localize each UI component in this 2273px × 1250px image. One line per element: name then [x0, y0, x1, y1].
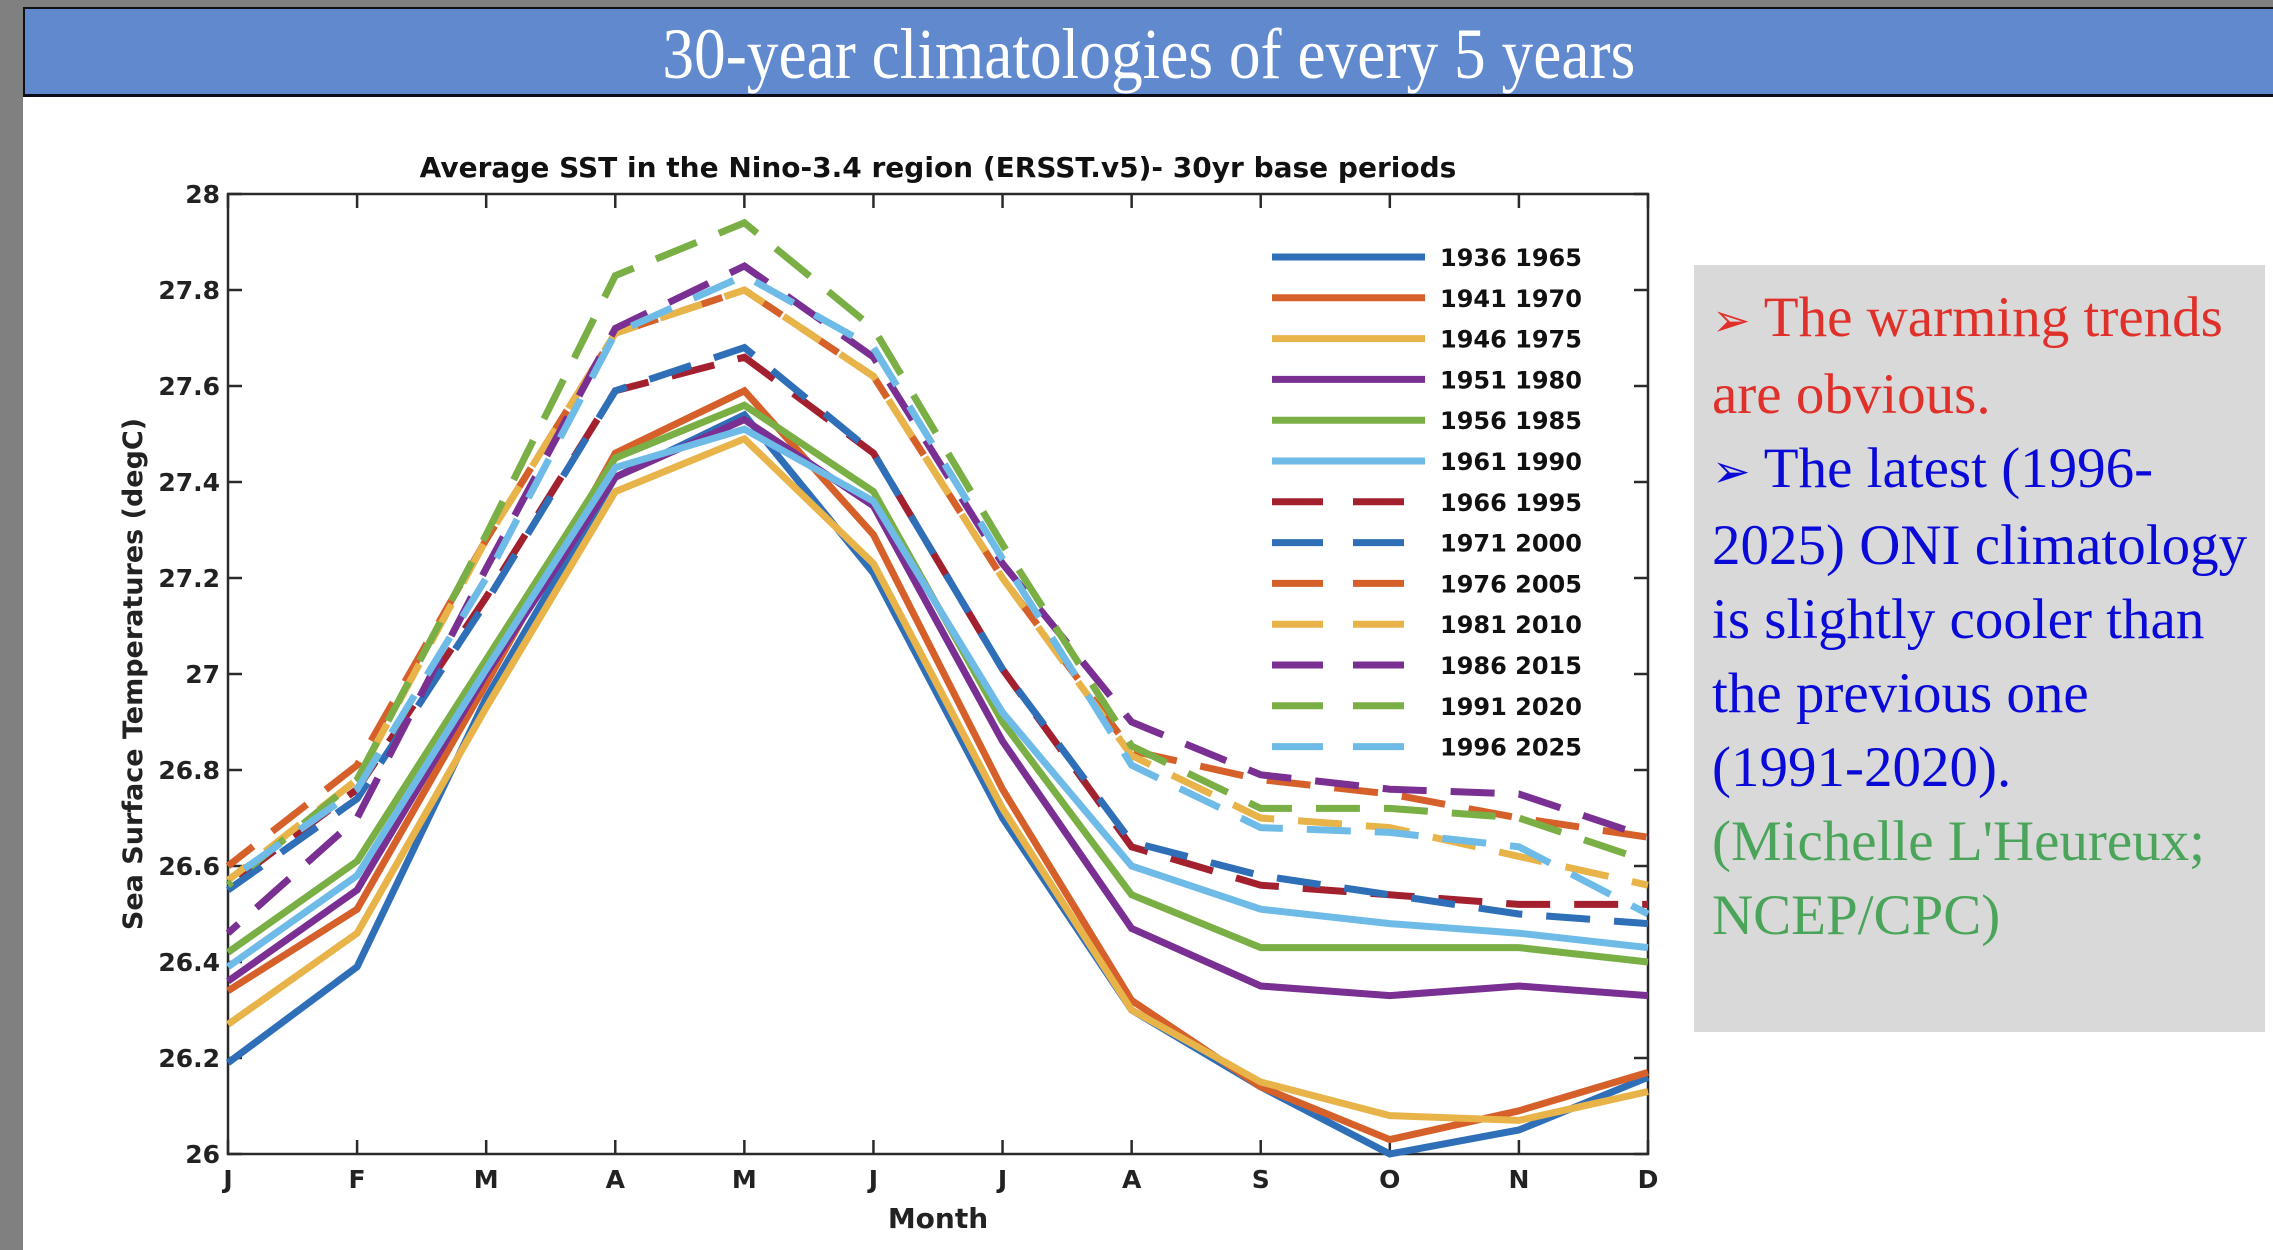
- window-edge-left: [0, 0, 23, 1250]
- y-tick-label: 27.6: [158, 372, 220, 401]
- series-line-1961-1990: [225, 425, 1649, 970]
- window-edge-top: [0, 0, 2273, 7]
- y-tick-label: 26.2: [158, 1044, 220, 1073]
- x-tick-label: M: [474, 1165, 499, 1194]
- legend-label: 1961 1990: [1440, 448, 1582, 476]
- y-tick-label: 26.6: [158, 852, 220, 881]
- legend-label: 1986 2015: [1440, 652, 1582, 680]
- x-tick-label: M: [732, 1165, 757, 1194]
- series-line-1951-1980: [225, 415, 1649, 1000]
- y-tick-label: 26.4: [158, 948, 220, 977]
- legend-label: 1996 2025: [1440, 734, 1582, 762]
- x-tick-label: J: [221, 1165, 232, 1194]
- legend-label: 1981 2010: [1440, 611, 1582, 639]
- legend-item: 1971 2000: [1272, 530, 1582, 558]
- x-tick-label: A: [1122, 1165, 1142, 1194]
- legend-item: 1936 1965: [1272, 244, 1582, 272]
- arrow-bullet-icon: ➢: [1712, 295, 1751, 346]
- x-tick-label: O: [1379, 1165, 1400, 1194]
- legend-label: 1976 2005: [1440, 570, 1582, 598]
- legend-item: 1966 1995: [1272, 489, 1582, 517]
- series-line-1986-2015: [225, 261, 1650, 936]
- note-text: The warming trends are obvious.: [1712, 286, 2223, 426]
- series-line-1996-2025: [225, 271, 1650, 918]
- x-tick-label: S: [1252, 1165, 1270, 1194]
- y-tick-label: 28: [185, 180, 220, 209]
- note-warming: ➢ The warming trends are obvious.: [1712, 281, 2251, 432]
- y-axis-label: Sea Surface Temperatures (degC): [118, 418, 149, 930]
- axes: 26 26.2 26.4 26.6 26.8 27 27.2 27.4 27.6 27.8 28 J F…: [158, 180, 1658, 1194]
- series-line-1946-1975: [225, 434, 1649, 1124]
- note-text: The latest (1996-2025) ONI climatology i…: [1712, 437, 2248, 799]
- legend-item: 1976 2005: [1272, 570, 1582, 598]
- y-tick-label: 27.4: [158, 468, 220, 497]
- x-tick-label: F: [349, 1165, 366, 1194]
- legend-item: 1961 1990: [1272, 448, 1582, 476]
- legend-item: 1951 1980: [1272, 366, 1582, 394]
- legend-label: 1956 1985: [1440, 407, 1582, 435]
- legend-item: 1986 2015: [1272, 652, 1582, 680]
- legend-label: 1991 2020: [1440, 693, 1582, 721]
- x-axis-label: Month: [888, 1202, 988, 1235]
- x-tick-label: N: [1508, 1165, 1529, 1194]
- series-layer: [225, 218, 1650, 1158]
- x-tick-label: D: [1638, 1165, 1659, 1194]
- arrow-bullet-icon: ➢: [1712, 446, 1751, 497]
- legend-label: 1971 2000: [1440, 530, 1582, 558]
- note-text: (Michelle L'Heureux; NCEP/CPC): [1712, 810, 2205, 947]
- legend-label: 1936 1965: [1440, 244, 1582, 272]
- legend-label: 1941 1970: [1440, 285, 1582, 313]
- note-credit: (Michelle L'Heureux; NCEP/CPC): [1712, 805, 2251, 953]
- series-line-1966-1995: [225, 353, 1648, 908]
- legend-item: 1991 2020: [1272, 693, 1582, 721]
- x-tick-label: J: [996, 1165, 1007, 1194]
- slide-title: 30-year climatologies of every 5 years: [662, 13, 1636, 94]
- y-tick-label: 26: [185, 1140, 220, 1169]
- chart-title: Average SST in the Nino-3.4 region (ERSS…: [420, 151, 1457, 184]
- y-tick-label: 27.2: [158, 564, 220, 593]
- legend-item: 1941 1970: [1272, 285, 1582, 313]
- y-tick-label: 27.8: [158, 276, 220, 305]
- legend-item: 1981 2010: [1272, 611, 1582, 639]
- series-line-1941-1970: [226, 386, 1649, 1144]
- note-latest: ➢ The latest (1996-2025) ONI climatology…: [1712, 432, 2251, 805]
- x-tick-label: A: [606, 1165, 626, 1194]
- legend-item: 1996 2025: [1272, 734, 1582, 762]
- chart-legend: 1936 1965 1941 1970 1946 1975 1951 1980 1956…: [1272, 244, 1582, 762]
- legend-label: 1951 1980: [1440, 366, 1582, 394]
- y-tick-label: 26.8: [158, 756, 220, 785]
- notes-box: ➢ The warming trends are obvious. ➢ The …: [1694, 265, 2265, 1032]
- x-tick-label: J: [867, 1165, 878, 1194]
- slide-title-bar: 30-year climatologies of every 5 years: [23, 7, 2273, 97]
- series-line-1971-2000: [225, 343, 1649, 928]
- legend-label: 1966 1995: [1440, 489, 1582, 517]
- legend-item: 1956 1985: [1272, 407, 1582, 435]
- series-line-1991-2020: [225, 218, 1650, 888]
- legend-label: 1946 1975: [1440, 326, 1582, 354]
- y-tick-label: 27: [185, 660, 220, 689]
- legend-item: 1946 1975: [1272, 326, 1582, 354]
